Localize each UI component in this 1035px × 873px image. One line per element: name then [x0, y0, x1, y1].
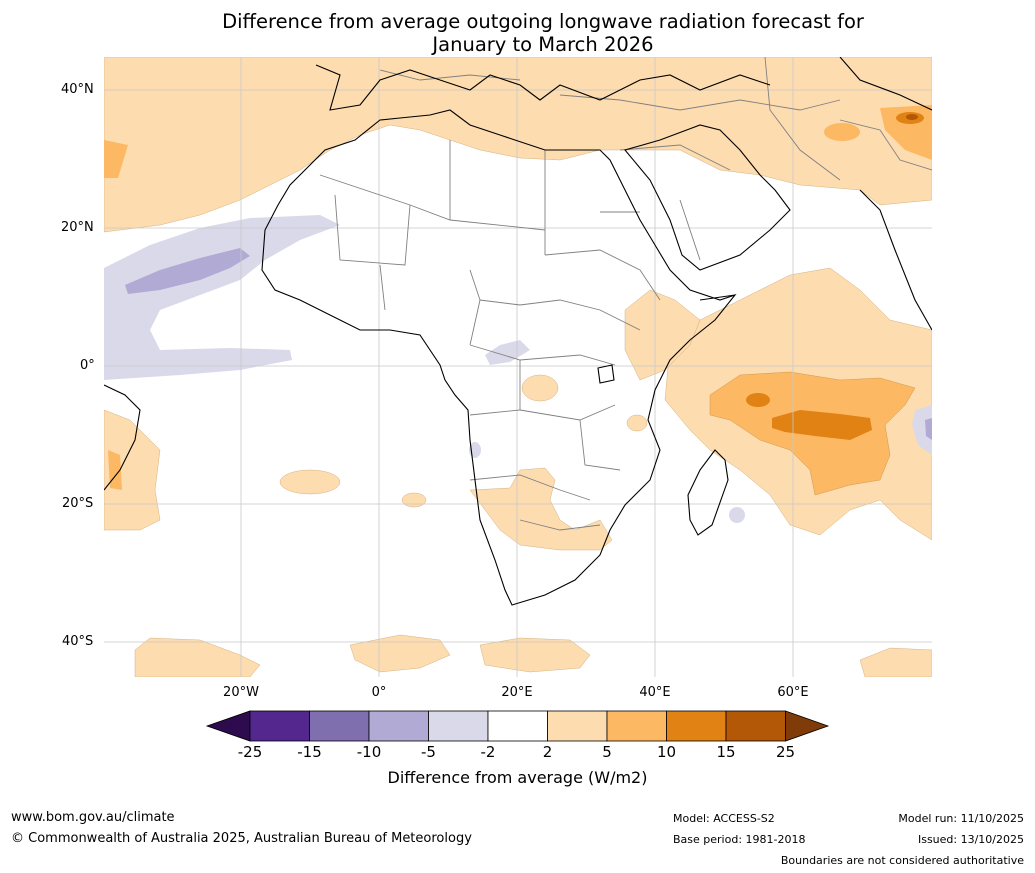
colorbar-bin-2: [309, 710, 370, 742]
lat-label-equator: 0°: [80, 358, 95, 373]
colorbar-tick: 2: [542, 743, 553, 761]
colorbar-tick: 5: [602, 743, 612, 761]
lon-label-40e: 40°E: [639, 685, 671, 700]
colorbar-tick: 10: [656, 743, 677, 761]
lon-label-0: 0°: [371, 685, 387, 700]
colorbar-title: Difference from average (W/m2): [387, 768, 648, 787]
anomaly-blob-2: [521, 374, 559, 402]
disclaimer-text: Boundaries are not considered authoritat…: [780, 854, 1024, 867]
arabia-coastline: [624, 124, 791, 271]
lon-label-20w: 20°W: [223, 685, 259, 700]
country-borders: [319, 57, 932, 531]
anomaly-iran-5-10: [824, 123, 860, 141]
lat-label-20s: 20°S: [62, 496, 94, 511]
colorbar-bin-9: [725, 710, 786, 742]
anomaly-congo-negative: [485, 340, 530, 365]
colorbar-bin-7: [606, 710, 667, 742]
anomaly-south-atlantic: [104, 409, 161, 531]
lake-victoria: [597, 364, 615, 384]
anomaly-south-band-3: [479, 637, 591, 673]
colorbar-tick: -5: [421, 743, 436, 761]
colorbar-tick: -2: [480, 743, 496, 761]
colorbar-tick: -10: [356, 743, 382, 761]
africa-coastline: [261, 109, 737, 606]
colorbar-tick: 25: [775, 743, 796, 761]
colorbar-tick: -15: [297, 743, 322, 761]
graticule: [104, 57, 932, 677]
anomaly-east-negative: [912, 405, 932, 455]
somalia-tip: [699, 294, 736, 301]
colorbar-bin-4: [428, 710, 489, 742]
anomaly-south-band-2: [349, 634, 451, 673]
anomaly-madagascar-negative: [729, 507, 745, 523]
colorbar-tick: -25: [237, 743, 263, 761]
issued-text: Issued: 13/10/2025: [917, 833, 1024, 846]
base-period-text: Base period: 1981-2018: [673, 833, 806, 846]
model-text: Model: ACCESS-S2: [673, 812, 775, 825]
anomaly-south-band-4: [859, 647, 932, 677]
asia-east-coast: [839, 57, 932, 111]
lon-label-20e: 20°E: [501, 685, 533, 700]
colorbar-bin-6: [547, 710, 608, 742]
anomaly-blob-4: [626, 414, 648, 432]
anomaly-south-band-1: [134, 637, 261, 677]
colorbar: [205, 710, 830, 742]
title-line-2: January to March 2026: [432, 33, 654, 56]
anomaly-east-negative-strong: [925, 418, 932, 440]
anomaly-blob-1: [279, 469, 341, 495]
lat-label-40n: 40°N: [61, 82, 94, 97]
anomaly-ethiopia: [624, 289, 701, 381]
anomaly-blob-3: [401, 492, 427, 508]
colorbar-bin-8: [666, 710, 727, 742]
anomaly-atlantic-negative: [104, 215, 340, 380]
copyright-text: © Commonwealth of Australia 2025, Austra…: [11, 831, 472, 846]
madagascar-coastline: [687, 449, 729, 536]
anomaly-io-10-15: [772, 410, 872, 440]
europe-coastline: [315, 64, 771, 111]
colorbar-extend-low: [205, 710, 251, 742]
anomaly-tibet-15-25: [906, 114, 918, 120]
anomaly-southern-africa: [469, 467, 613, 551]
colorbar-bin-1: [249, 710, 310, 742]
colorbar-bin-3: [368, 710, 429, 742]
south-america-coast: [104, 384, 141, 491]
india-coastline: [859, 189, 932, 331]
website-link[interactable]: www.bom.gov.au/climate: [11, 810, 175, 825]
colorbar-tick: 15: [716, 743, 736, 761]
anomaly-io-10-15-small: [746, 393, 770, 407]
colorbar-bin-5: [487, 710, 548, 742]
anomaly-nw-5-10: [104, 140, 128, 178]
coastlines: [104, 57, 932, 606]
lat-label-20n: 20°N: [61, 220, 94, 235]
chart-title: Difference from average outgoing longwav…: [0, 10, 1035, 56]
lon-label-60e: 60°E: [777, 685, 809, 700]
model-run-text: Model run: 11/10/2025: [898, 812, 1024, 825]
anomaly-atlantic-negative-strong: [125, 248, 250, 294]
lat-label-40s: 40°S: [62, 634, 94, 649]
map-area: [104, 57, 932, 677]
anomaly-north-band: [104, 57, 932, 233]
colorbar-extend-high: [785, 710, 830, 742]
title-line-1: Difference from average outgoing longwav…: [222, 10, 864, 33]
